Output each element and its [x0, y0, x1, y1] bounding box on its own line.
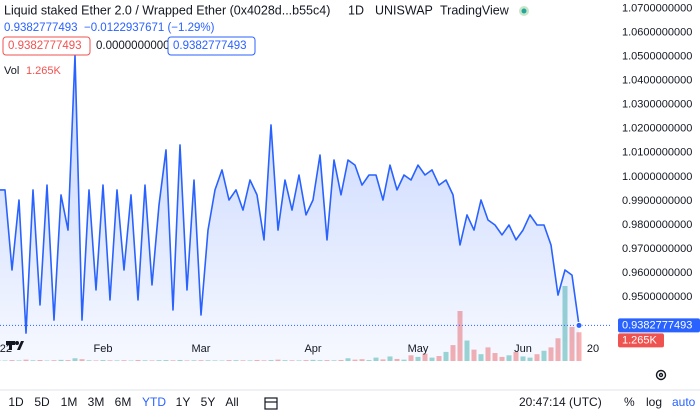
range-button[interactable]: YTD — [142, 395, 166, 409]
range-button[interactable]: 5D — [34, 395, 50, 409]
y-tick-label: 1.0300000000 — [622, 99, 692, 111]
y-tick-label: 1.0700000000 — [622, 2, 692, 14]
x-tick-label: 22 — [0, 343, 12, 355]
vol-value: 1.265K — [26, 65, 62, 77]
x-tick-label: Feb — [94, 343, 113, 355]
range-button[interactable]: 1D — [8, 395, 24, 409]
source: TradingView — [440, 3, 510, 17]
change: −0.0122937671 (−1.29%) — [84, 22, 215, 34]
x-tick-label: May — [408, 343, 429, 355]
vol-label: Vol — [4, 65, 19, 77]
interval: 1D — [348, 3, 364, 17]
box-value: 0.9382777493 — [8, 40, 82, 52]
range-button[interactable]: 3M — [88, 395, 105, 409]
last-point — [575, 321, 583, 329]
vol-tag-text: 1.265K — [622, 334, 658, 346]
symbol: Liquid staked Ether 2.0 / Wrapped Ether … — [4, 3, 330, 17]
auto-toggle[interactable]: auto — [672, 395, 696, 409]
y-tick-label: 1.0500000000 — [622, 50, 692, 62]
price-box — [167, 36, 256, 56]
price-line — [0, 54, 580, 334]
price-tag-text: 0.9382777493 — [622, 319, 692, 331]
x-tick-label: Apr — [304, 343, 321, 355]
box-value: 0.9382777493 — [173, 40, 247, 52]
range-button[interactable]: All — [225, 395, 238, 409]
exchange: UNISWAP — [375, 3, 433, 17]
x-tick-label: Jun — [514, 343, 532, 355]
range-button[interactable]: 1Y — [176, 395, 191, 409]
plot-area — [0, 54, 582, 361]
y-tick-label: 1.0100000000 — [622, 147, 692, 159]
y-tick-label: 0.9800000000 — [622, 219, 692, 231]
clock: 20:47:14 (UTC) — [519, 395, 602, 409]
y-tick-label: 1.0600000000 — [622, 26, 692, 38]
log-toggle[interactable]: log — [646, 395, 662, 409]
y-tick-label: 0.9600000000 — [622, 267, 692, 279]
y-tick-label: 1.0000000000 — [622, 171, 692, 183]
labels: Liquid staked Ether 2.0 / Wrapped Ether … — [0, 2, 700, 410]
percent-toggle[interactable]: % — [624, 395, 635, 409]
y-tick-label: 0.9900000000 — [622, 195, 692, 207]
x-tick-label: 20 — [587, 343, 599, 355]
area-fill — [0, 55, 579, 361]
vol-tag — [618, 333, 664, 348]
y-tick-label: 0.9700000000 — [622, 243, 692, 255]
calendar-icon[interactable] — [264, 397, 278, 410]
x-tick-label: Mar — [192, 343, 211, 355]
box-value: 0.0000000000 — [96, 40, 170, 52]
y-tick-label: 1.0400000000 — [622, 75, 692, 87]
tv-logo — [6, 341, 24, 350]
settings-icon[interactable] — [655, 369, 667, 381]
range-button[interactable]: 1M — [61, 395, 78, 409]
status-dot — [521, 8, 527, 14]
range-button[interactable]: 6M — [115, 395, 132, 409]
y-tick-label: 0.9500000000 — [622, 291, 692, 303]
range-button[interactable]: 5Y — [201, 395, 216, 409]
price-tag — [618, 318, 700, 333]
last-price: 0.9382777493 — [4, 22, 78, 34]
y-tick-label: 1.0200000000 — [622, 123, 692, 135]
price-box — [2, 36, 91, 56]
